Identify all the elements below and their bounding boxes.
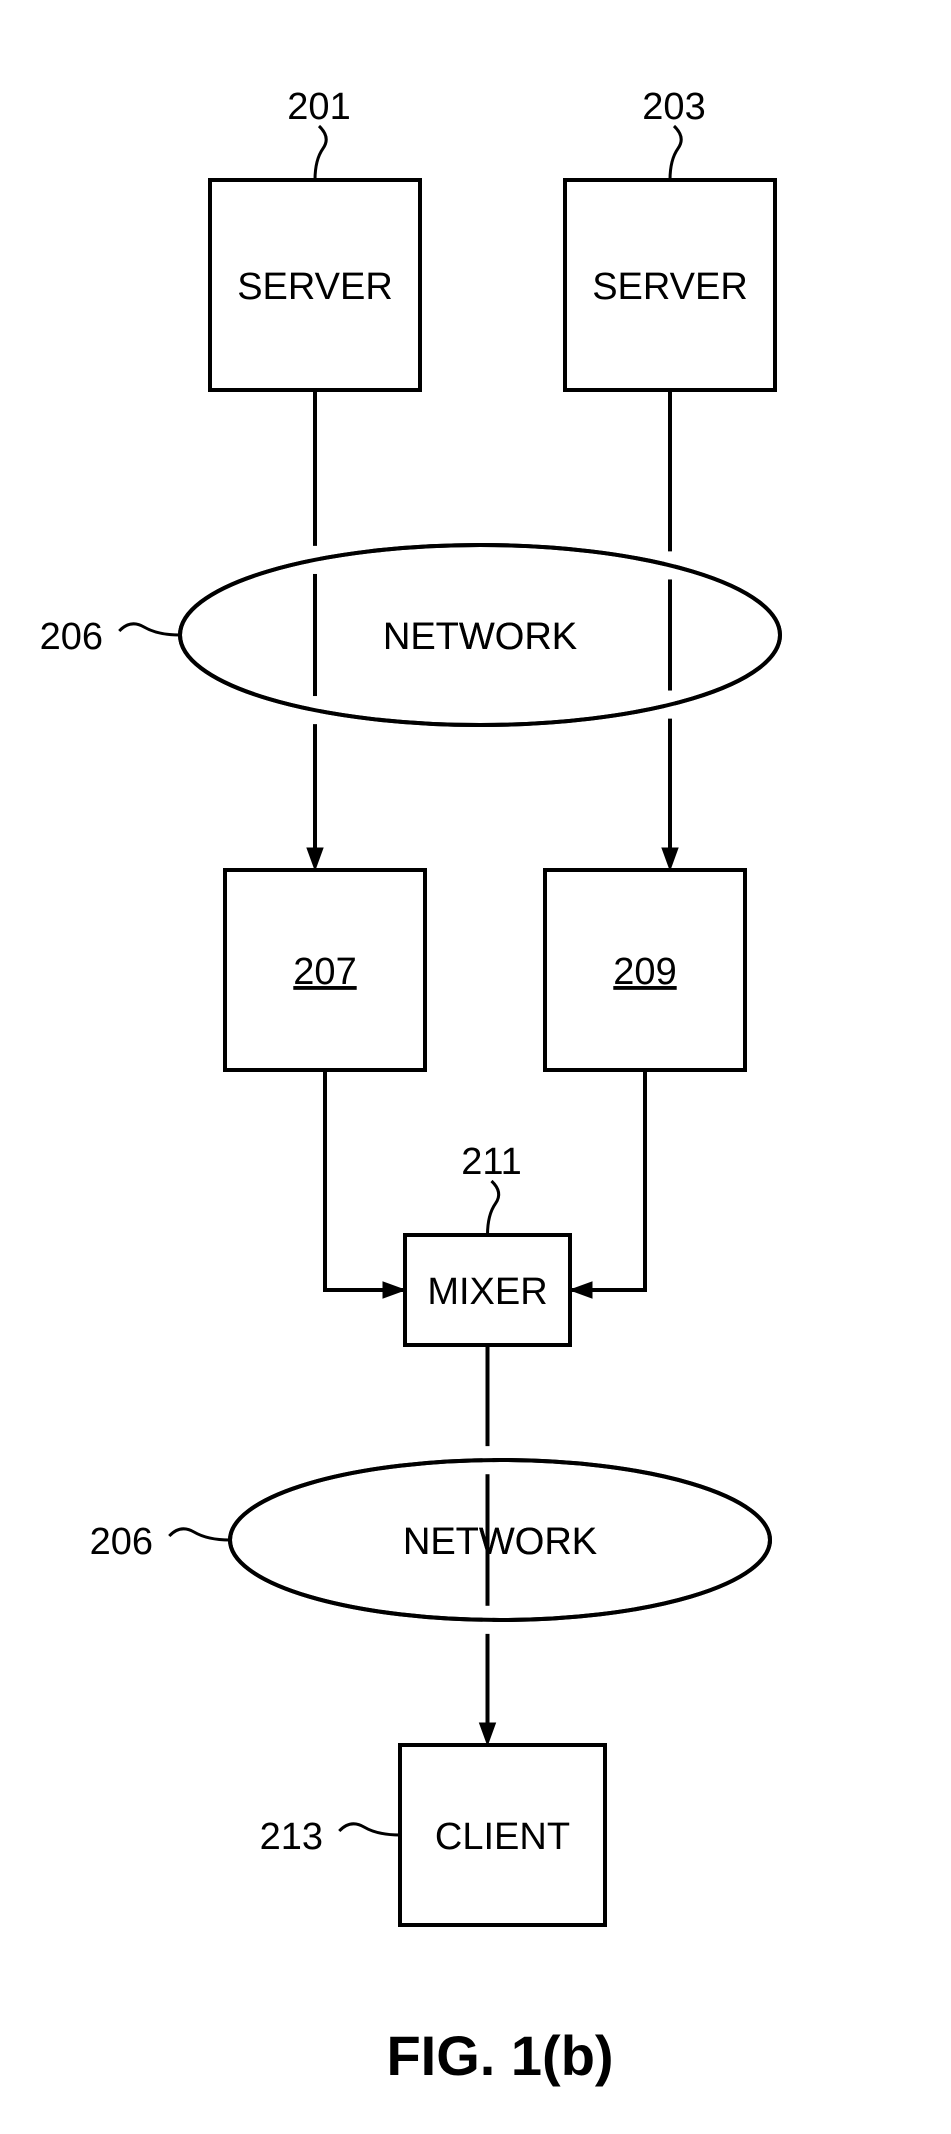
node-server1: SERVER — [210, 180, 420, 390]
svg-text:NETWORK: NETWORK — [383, 616, 577, 658]
node-label: SERVER — [592, 266, 748, 308]
node-box209: 209 — [545, 870, 745, 1070]
node-tag: 203 — [642, 86, 705, 128]
node-label: CLIENT — [435, 1816, 570, 1858]
svg-text:NETWORK: NETWORK — [403, 1521, 597, 1563]
node-tag: 213 — [260, 1816, 323, 1858]
node-tag: 206 — [40, 616, 103, 658]
node-label: 209 — [613, 951, 676, 993]
node-server2: SERVER — [565, 180, 775, 390]
node-label: 207 — [293, 951, 356, 993]
figure-diagram: SERVER 201 SERVER 203 NETWORK 206 207 209 MIXER 2… — [0, 0, 951, 2134]
node-box207: 207 — [225, 870, 425, 1070]
nodes-layer: SERVER 201 SERVER 203 NETWORK 206 207 209 MIXER 2… — [40, 86, 780, 1925]
node-tag: 211 — [461, 1141, 522, 1183]
node-tag: 201 — [287, 86, 350, 128]
node-label: SERVER — [237, 266, 393, 308]
node-client: CLIENT — [400, 1745, 605, 1925]
figure-caption: FIG. 1(b) — [386, 2024, 613, 2087]
node-tag: 206 — [90, 1521, 153, 1563]
node-label: MIXER — [427, 1271, 547, 1313]
node-mixer: MIXER — [405, 1235, 570, 1345]
